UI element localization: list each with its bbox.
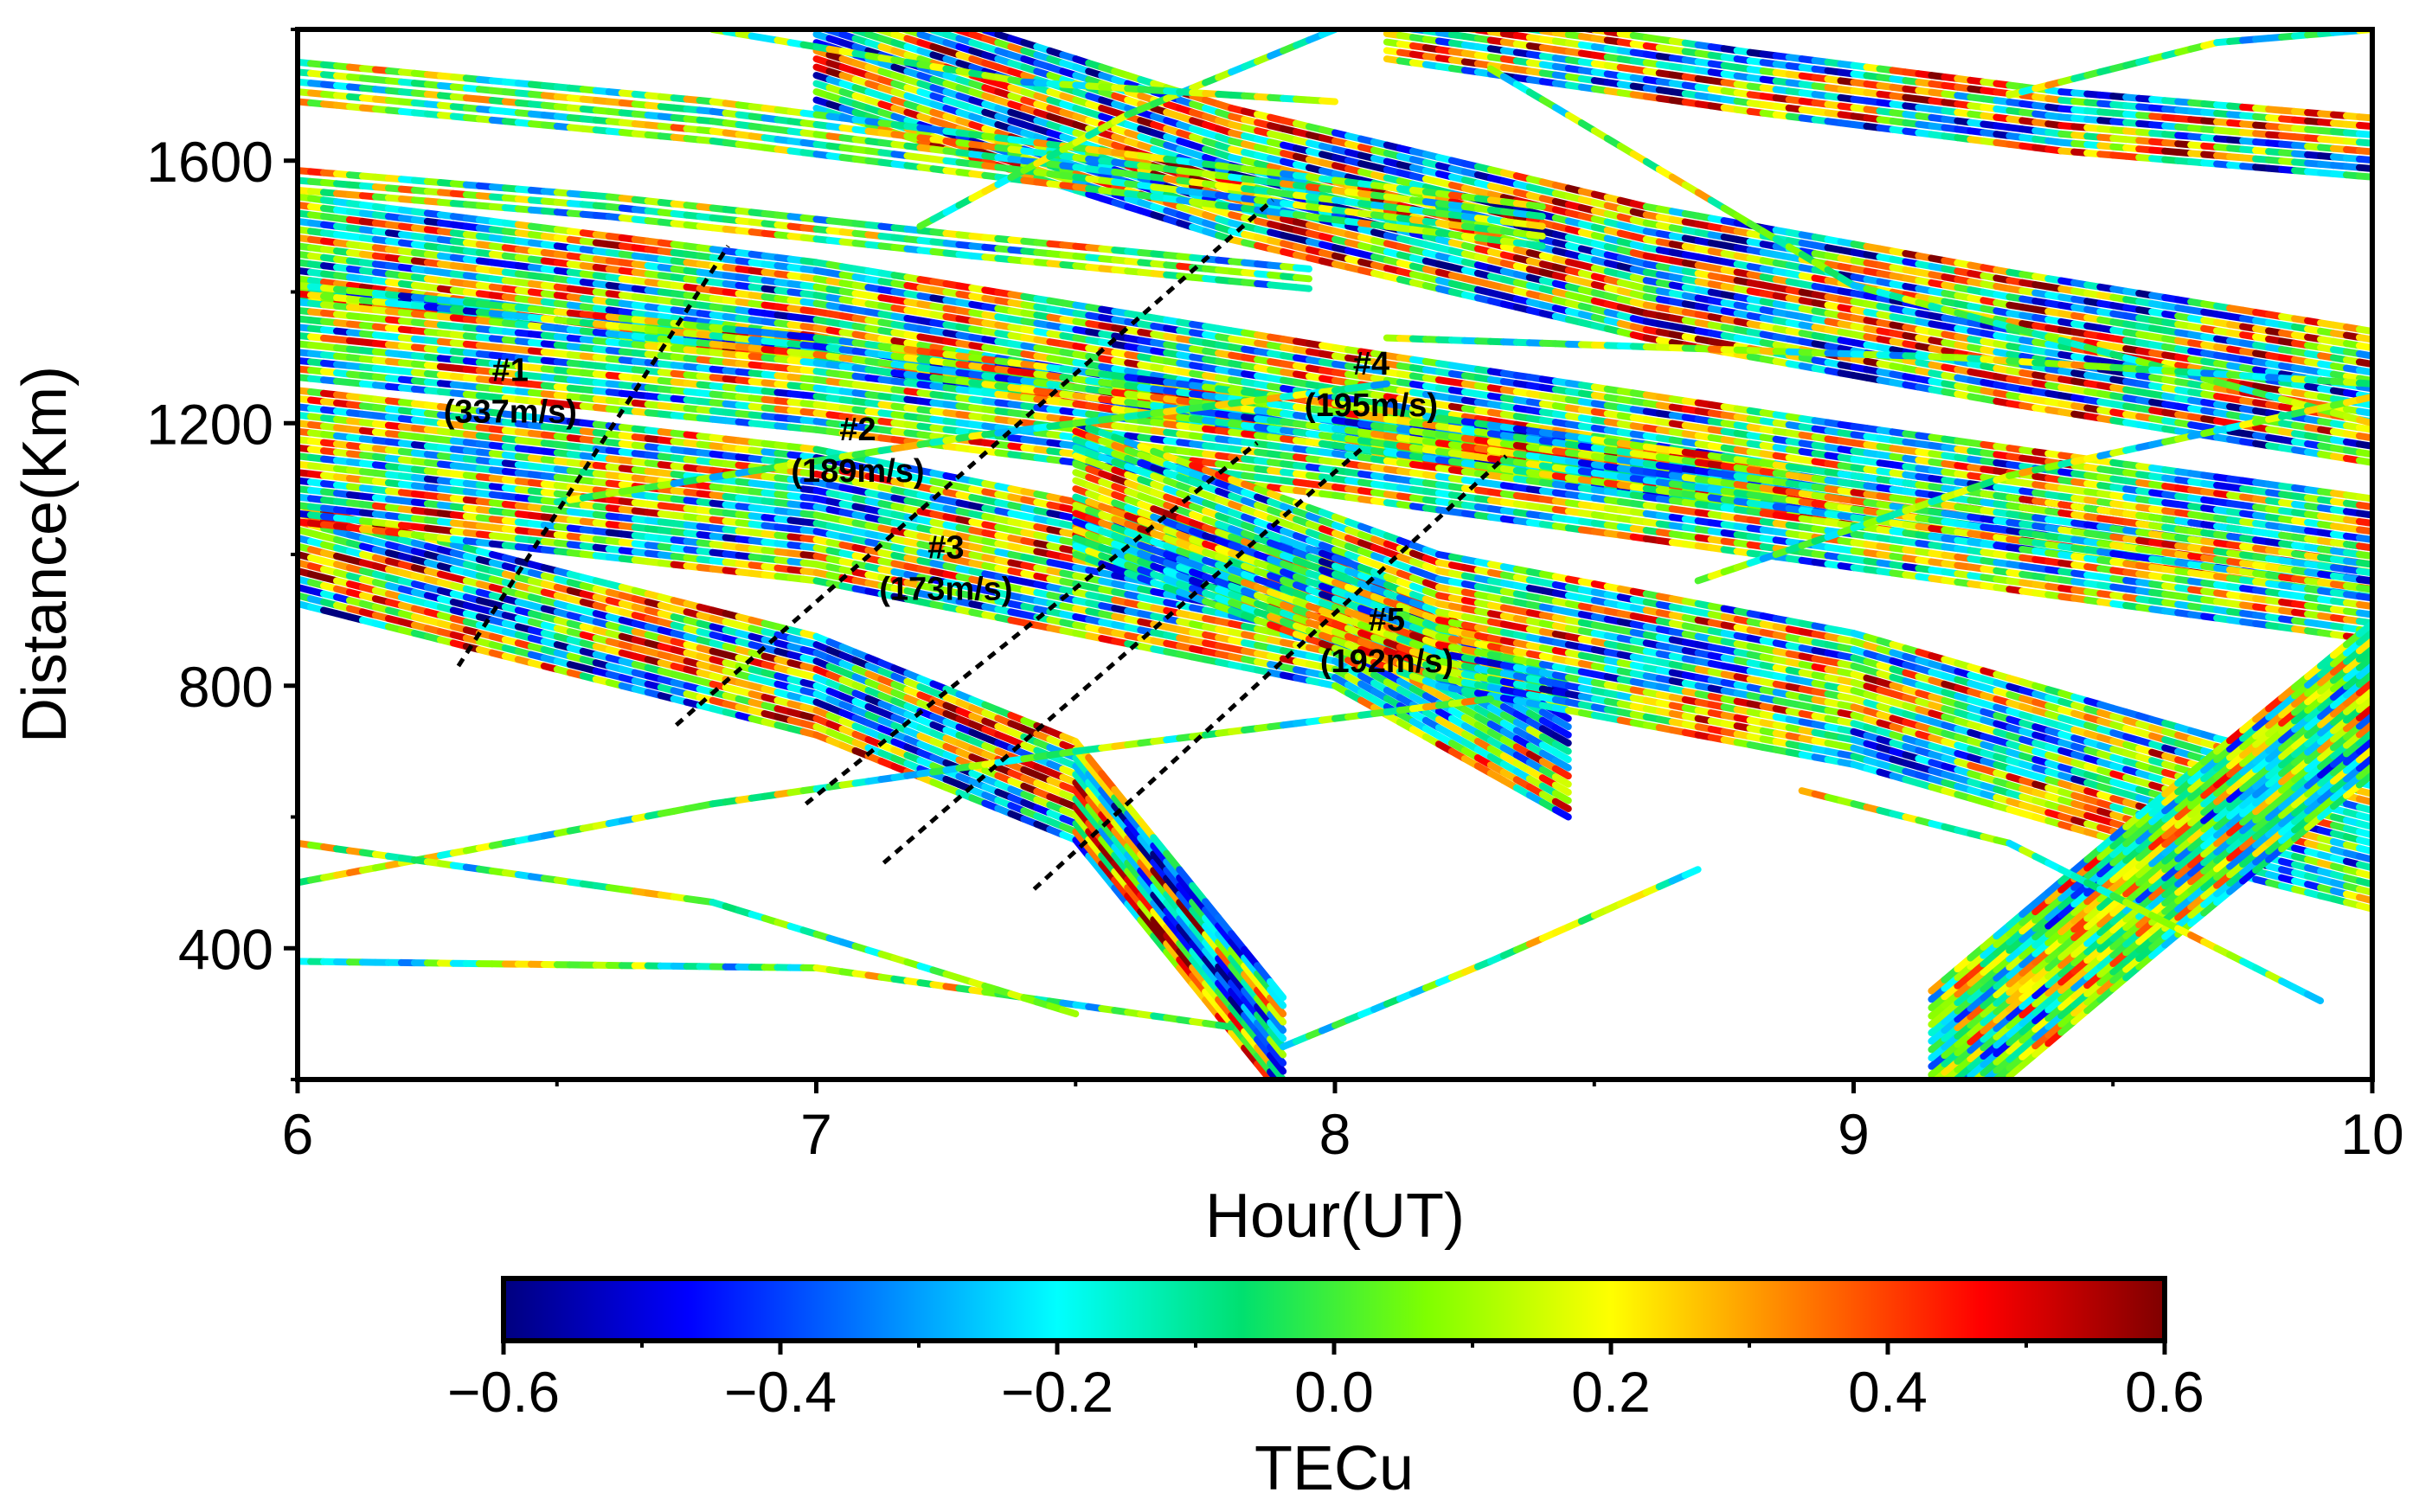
track-segment [1267,1060,1287,1080]
track-segment [1551,781,1572,796]
track-segment [1551,790,1572,804]
track-segment [1551,806,1572,821]
track-segment [1267,1052,1287,1075]
tec-tracks [298,29,2372,1080]
track-segment [1267,1010,1287,1035]
track-bundle [298,502,1287,1080]
track-segment [1267,986,1287,1009]
track-segment [1551,732,1572,747]
track-segment [1267,1076,1274,1080]
track-segment [1551,715,1572,731]
track-segment [1551,740,1572,755]
track-segment [1267,1019,1287,1042]
track-segment [1267,1043,1287,1067]
track-segment [1551,765,1572,780]
track-segment [1267,1035,1287,1059]
track-segment [1267,1068,1281,1080]
track-segment [1551,708,1572,722]
track-segment [1267,1003,1287,1026]
track-segment [1551,798,1572,812]
track-segment [1267,994,1287,1018]
track-segment [1551,757,1572,772]
track-segment [1551,724,1572,739]
track-segment [1551,748,1572,764]
track-segment [1267,977,1287,1002]
track-segment [1551,773,1572,788]
